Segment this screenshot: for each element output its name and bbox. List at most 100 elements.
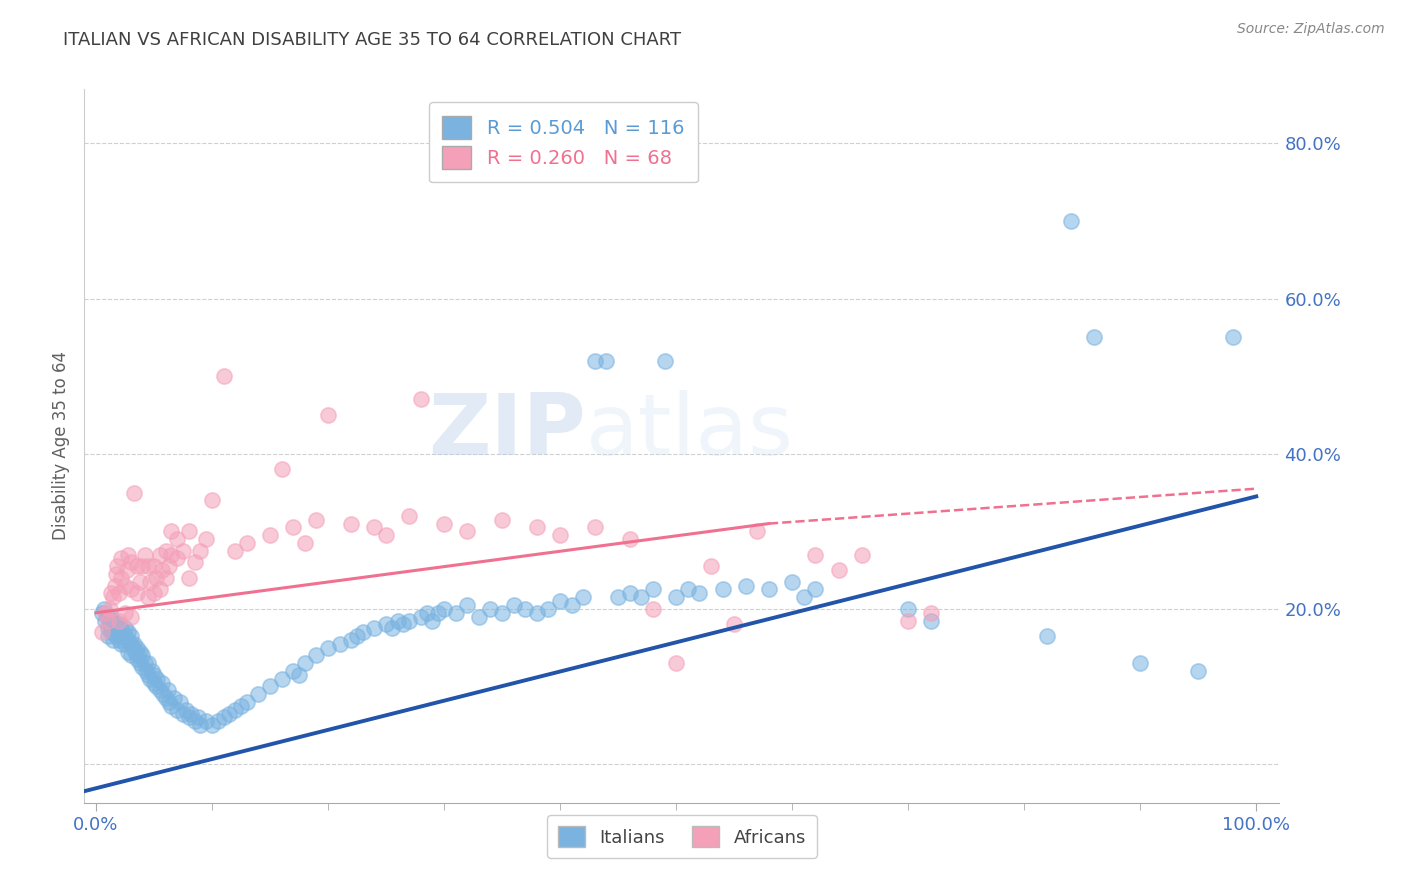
Point	[236, 695, 259, 709]
Point	[155, 571, 177, 585]
Point	[711, 582, 734, 597]
Point	[97, 629, 120, 643]
Point	[160, 524, 183, 539]
Point	[117, 632, 139, 647]
Point	[920, 606, 942, 620]
Point	[97, 609, 120, 624]
Point	[363, 621, 385, 635]
Point	[1059, 214, 1081, 228]
Point	[224, 703, 246, 717]
Point	[183, 555, 205, 569]
Point	[433, 516, 456, 531]
Point	[224, 543, 246, 558]
Point	[363, 520, 385, 534]
Point	[583, 520, 606, 534]
Point	[187, 710, 209, 724]
Point	[212, 369, 235, 384]
Point	[122, 637, 145, 651]
Point	[183, 714, 205, 729]
Point	[139, 574, 162, 589]
Point	[201, 493, 224, 508]
Point	[104, 629, 127, 643]
Point	[561, 598, 583, 612]
Point	[1222, 330, 1244, 344]
Point	[415, 606, 437, 620]
Point	[103, 614, 125, 628]
Point	[502, 598, 524, 612]
Point	[105, 559, 128, 574]
Point	[117, 625, 139, 640]
Point	[134, 656, 156, 670]
Point	[329, 637, 352, 651]
Point	[172, 706, 194, 721]
Point	[136, 591, 159, 605]
Point	[136, 668, 159, 682]
Point	[897, 614, 920, 628]
Point	[136, 559, 159, 574]
Point	[169, 695, 191, 709]
Point	[195, 714, 218, 729]
Point	[114, 606, 136, 620]
Point	[103, 591, 125, 605]
Point	[526, 520, 548, 534]
Point	[150, 563, 173, 577]
Point	[316, 640, 339, 655]
Point	[387, 614, 409, 628]
Point	[340, 516, 363, 531]
Point	[676, 582, 699, 597]
Point	[93, 602, 115, 616]
Point	[654, 353, 676, 368]
Point	[94, 606, 117, 620]
Point	[398, 614, 420, 628]
Point	[160, 698, 183, 713]
Point	[105, 617, 128, 632]
Point	[98, 617, 121, 632]
Point	[427, 606, 450, 620]
Point	[105, 621, 128, 635]
Point	[152, 687, 174, 701]
Point	[491, 606, 513, 620]
Point	[149, 548, 172, 562]
Point	[177, 710, 200, 724]
Point	[780, 574, 803, 589]
Point	[136, 656, 159, 670]
Point	[804, 582, 827, 597]
Text: Source: ZipAtlas.com: Source: ZipAtlas.com	[1237, 22, 1385, 37]
Point	[124, 644, 146, 658]
Point	[305, 513, 328, 527]
Point	[150, 675, 173, 690]
Point	[131, 660, 153, 674]
Point	[409, 609, 432, 624]
Point	[218, 706, 240, 721]
Point	[793, 591, 815, 605]
Point	[288, 668, 311, 682]
Point	[595, 353, 617, 368]
Point	[1083, 330, 1105, 344]
Text: ITALIAN VS AFRICAN DISABILITY AGE 35 TO 64 CORRELATION CHART: ITALIAN VS AFRICAN DISABILITY AGE 35 TO …	[63, 31, 682, 49]
Point	[195, 532, 218, 546]
Point	[120, 609, 142, 624]
Point	[131, 648, 153, 663]
Point	[110, 629, 132, 643]
Point	[114, 621, 136, 635]
Point	[149, 582, 172, 597]
Point	[104, 566, 127, 581]
Point	[758, 582, 780, 597]
Point	[176, 703, 198, 717]
Point	[100, 625, 122, 640]
Point	[1036, 629, 1059, 643]
Point	[100, 609, 122, 624]
Point	[108, 625, 131, 640]
Point	[141, 664, 163, 678]
Point	[352, 625, 374, 640]
Point	[444, 606, 467, 620]
Point	[177, 571, 200, 585]
Point	[294, 536, 316, 550]
Point	[201, 718, 224, 732]
Point	[135, 664, 157, 678]
Point	[120, 555, 142, 569]
Point	[294, 656, 316, 670]
Point	[283, 520, 305, 534]
Point	[127, 648, 149, 663]
Point	[607, 591, 630, 605]
